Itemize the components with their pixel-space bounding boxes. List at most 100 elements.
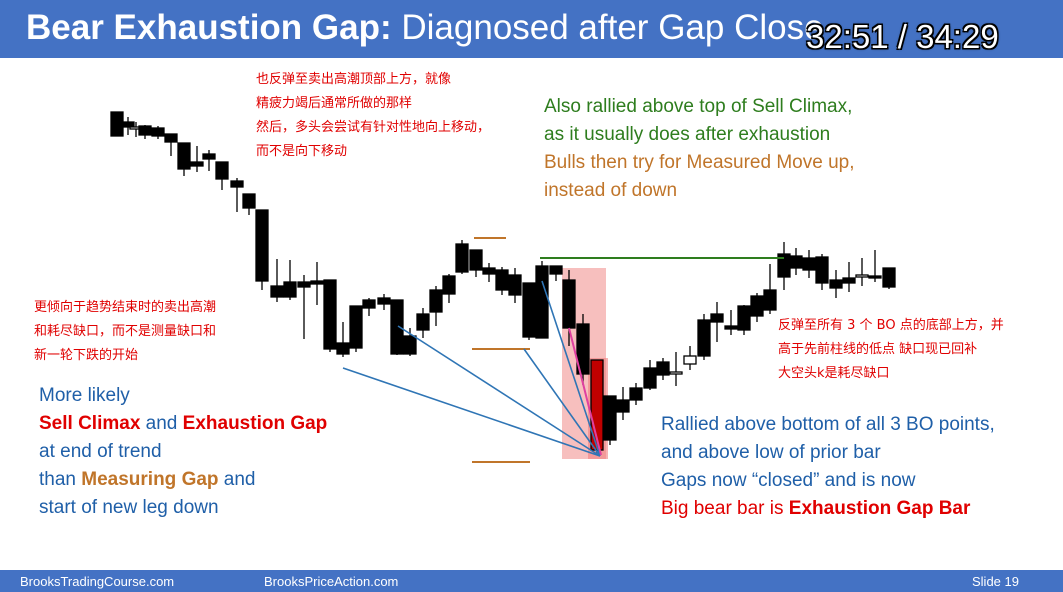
cn-note-top-line: 而不是向下移动 [256,144,348,159]
candle-body [138,125,152,136]
measuring-gap-label: Measuring Gap [81,469,219,490]
candle-body [789,255,803,269]
cn-note-right-line: 反弹至所有 3 个 BO 点的底部上方，并 [778,318,1004,333]
candle-body [842,277,856,284]
cn-note-left: 更倾向于趋势结束时的卖出高潮 和耗尽缺口，而不是测量缺口和 新一轮下跌的开始 [34,296,216,368]
en-note-right-line3: Gaps now “closed” and is now [661,470,916,491]
candle-body [603,395,617,441]
big-bear-bar-label: Big bear bar is [661,498,789,519]
en-note-top: Also rallied above top of Sell Climax, a… [544,93,854,205]
candles-group [110,111,896,459]
climax-line [568,327,602,456]
gap-trend-line [342,367,601,457]
en-note-right: Rallied above bottom of all 3 BO points,… [661,411,995,523]
slide-title-rest: Diagnosed after Gap Close [391,8,824,47]
gap-trend-line [523,348,601,457]
gap-trend-line [541,280,601,457]
cn-note-left-line: 和耗尽缺口，而不是测量缺口和 [34,324,217,339]
candle-body [151,127,165,137]
candle-body [549,265,563,275]
candle-body [643,367,657,389]
slide-title-bold: Bear Exhaustion Gap: [26,8,392,47]
candle-body [855,274,869,278]
footer-bar: BrooksTradingCourse.com BrooksPriceActio… [0,570,1063,592]
candle-body [215,161,229,180]
footer-center-link[interactable]: BrooksPriceAction.com [264,574,399,589]
en-note-left-line1: More likely [39,385,130,406]
annotation-lines [342,237,784,463]
candle-body [868,275,882,279]
slide-number: Slide 19 [972,574,1019,589]
than-label: than [39,469,82,490]
candle-body [377,297,391,305]
candle-body [629,387,643,401]
candle-body [336,342,350,355]
footer-left-link[interactable]: BrooksTradingCourse.com [20,574,175,589]
cn-note-top-line: 也反弹至卖出高潮顶部上方，就像 [256,72,452,87]
candle-body [121,121,135,128]
title-bar: Bear Exhaustion Gap: Diagnosed after Gap… [0,0,1063,58]
candle-body [362,299,376,309]
candle-body [455,243,469,273]
candle-body [482,267,496,275]
slide-title: Bear Exhaustion Gap: Diagnosed after Gap… [26,8,824,48]
candle-body [495,269,509,291]
candle-body [802,257,816,271]
candle-body [110,111,124,137]
cn-note-left-line: 新一轮下跌的开始 [34,348,139,363]
candle-body [616,399,630,413]
en-note-right-line2: and above low of prior bar [661,442,881,463]
candle-body [349,305,363,349]
candle-body [750,295,764,317]
candle-body [697,319,711,357]
cn-note-top-line: 然后，多头会尝试有针对性地向上移动， [256,120,491,135]
exhaustion-gap-label: Exhaustion Gap [182,413,328,434]
en-note-left: More likely Sell Climax and Exhaustion G… [39,382,327,522]
candle-body [562,279,576,329]
en-note-left-line4: than Measuring Gap and [39,466,327,494]
candle-body [429,289,443,313]
en-note-top-line: Bulls then try for Measured Move up, [544,152,855,173]
cn-note-right: 反弹至所有 3 个 BO 点的底部上方，并 高于先前柱线的低点 缺口现已回补 大… [778,314,1004,386]
en-note-right-line1: Rallied above bottom of all 3 BO points, [661,414,995,435]
candle-body [669,371,683,375]
en-note-left-line2: Sell Climax and Exhaustion Gap [39,410,327,438]
cn-note-left-line: 更倾向于趋势结束时的卖出高潮 [34,300,217,315]
candle-body [390,299,404,355]
cn-note-top-line: 精疲力竭后通常所做的那样 [256,96,413,111]
candle-body [310,280,324,285]
candle-body [164,133,178,143]
candle-body [522,282,536,338]
candle-body [683,355,697,365]
en-note-top-line: instead of down [544,180,678,201]
gap-trend-line [397,325,601,457]
candle-body [323,279,337,350]
cn-note-top: 也反弹至卖出高潮顶部上方，就像 精疲力竭后通常所做的那样 然后，多头会尝试有针对… [256,68,490,164]
cn-note-right-line: 高于先前柱线的低点 缺口现已回补 [778,342,978,357]
candle-body [724,325,738,330]
candle-body [656,361,670,376]
candle-body [283,281,297,298]
candle-body [469,249,483,271]
video-timer: 32:51 / 34:29 [806,18,999,55]
en-note-top-line: Also rallied above top of Sell Climax, [544,96,853,117]
candle-body [255,209,269,282]
candle-body [242,193,256,209]
candle-body [297,281,311,288]
candle-body [763,289,777,311]
candle-body [202,153,216,160]
en-note-top-line: as it usually does after exhaustion [544,124,831,145]
candle-body [815,256,829,284]
en-note-left-line3: at end of trend [39,441,162,462]
cn-note-right-line: 大空头k是耗尽缺口 [778,366,890,381]
candle-body [882,267,896,288]
exhaustion-gap-bar-label: Exhaustion Gap Bar [788,498,971,519]
sell-climax-label: Sell Climax [39,413,141,434]
candle-body [442,275,456,295]
candle-body [535,265,549,339]
en-note-left-line5: start of new leg down [39,497,219,518]
candle-body [710,313,724,323]
and-label: and [140,413,183,434]
candle-body [829,279,843,289]
candle-body [230,180,244,188]
